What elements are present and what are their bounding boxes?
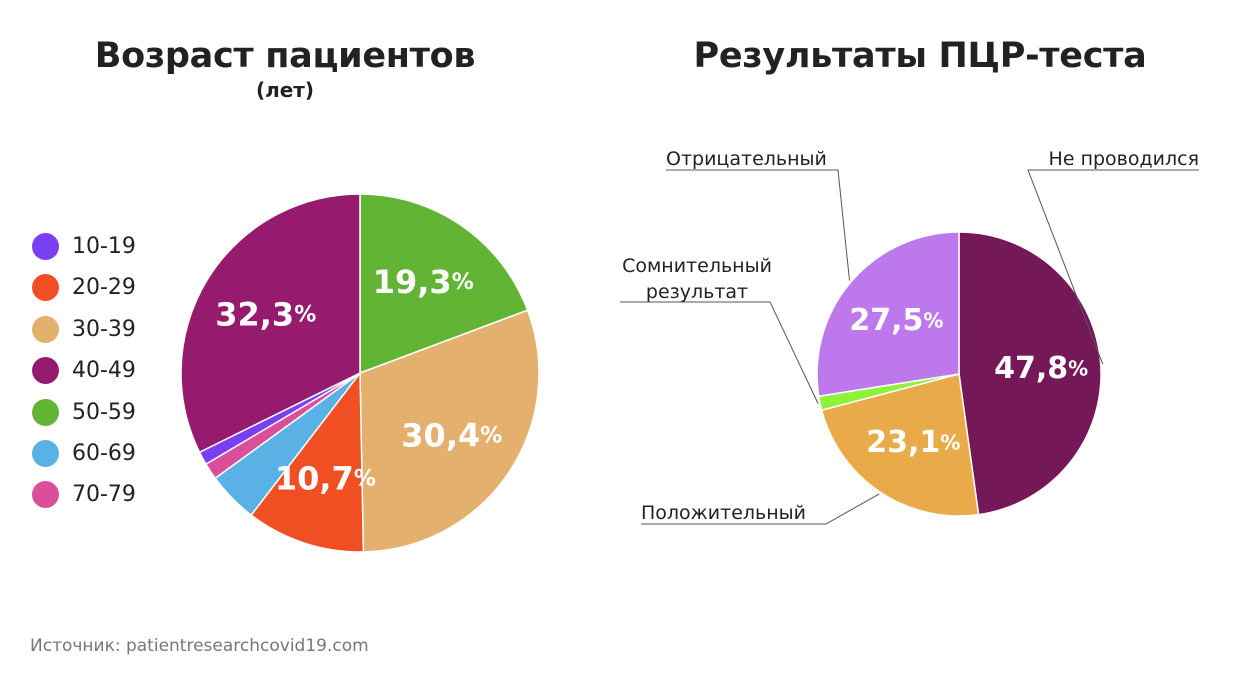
pcr-slice-value-label: 47,8% — [994, 351, 1088, 386]
percent-sign: % — [940, 431, 960, 455]
percent-sign: % — [923, 309, 943, 333]
age-slice-40-49 — [180, 193, 361, 454]
source-note: Источник: patientresearchcovid19.com — [30, 636, 369, 656]
callout-label: Сомнительный — [622, 255, 772, 277]
pcr-slice-value-label: 27,5% — [849, 303, 943, 338]
legend-dot — [32, 274, 59, 301]
pcr-slice-value-label: 23,1% — [866, 425, 960, 460]
legend-label: 10-19 — [72, 234, 136, 259]
legend-dot — [32, 357, 59, 384]
callout-label: Положительный — [641, 502, 806, 524]
percent-sign: % — [452, 269, 474, 294]
legend-dot — [32, 481, 59, 508]
legend-label: 70-79 — [72, 482, 136, 507]
pcr-slice-отрицательный — [816, 231, 960, 398]
callout-line — [620, 301, 819, 404]
legend-dot — [32, 399, 59, 426]
callout-line — [641, 493, 880, 525]
pcr-slice-положительный — [820, 373, 980, 517]
age-slice-50-59 — [359, 193, 529, 375]
age-slice-20-29 — [250, 370, 365, 553]
percent-sign: % — [480, 423, 502, 448]
legend-dot — [32, 316, 59, 343]
callout-line — [1027, 169, 1199, 365]
left-title: Возраст пациентов — [94, 36, 476, 76]
legend-label: 60-69 — [72, 441, 136, 466]
percent-sign: % — [294, 302, 316, 327]
callout-label: Не проводился — [1049, 148, 1199, 170]
callout-line — [666, 169, 850, 281]
legend-dot — [32, 440, 59, 467]
left-subtitle: (лет) — [255, 78, 315, 102]
age-pie — [180, 193, 540, 553]
legend-label: 20-29 — [72, 275, 136, 300]
legend-label: 40-49 — [72, 358, 136, 383]
pcr-slice-не-проводился — [958, 231, 1102, 516]
legend-label: 50-59 — [72, 400, 136, 425]
percent-sign: % — [1068, 356, 1088, 380]
callout-label: результат — [646, 281, 748, 303]
legend-label: 30-39 — [72, 317, 136, 342]
legend-dot — [32, 233, 59, 260]
age-slice-30-39 — [359, 309, 540, 553]
pcr-pie — [816, 231, 1102, 517]
percent-sign: % — [354, 466, 376, 491]
right-title: Результаты ПЦР-теста — [693, 36, 1147, 76]
callout-label: Отрицательный — [666, 148, 827, 170]
